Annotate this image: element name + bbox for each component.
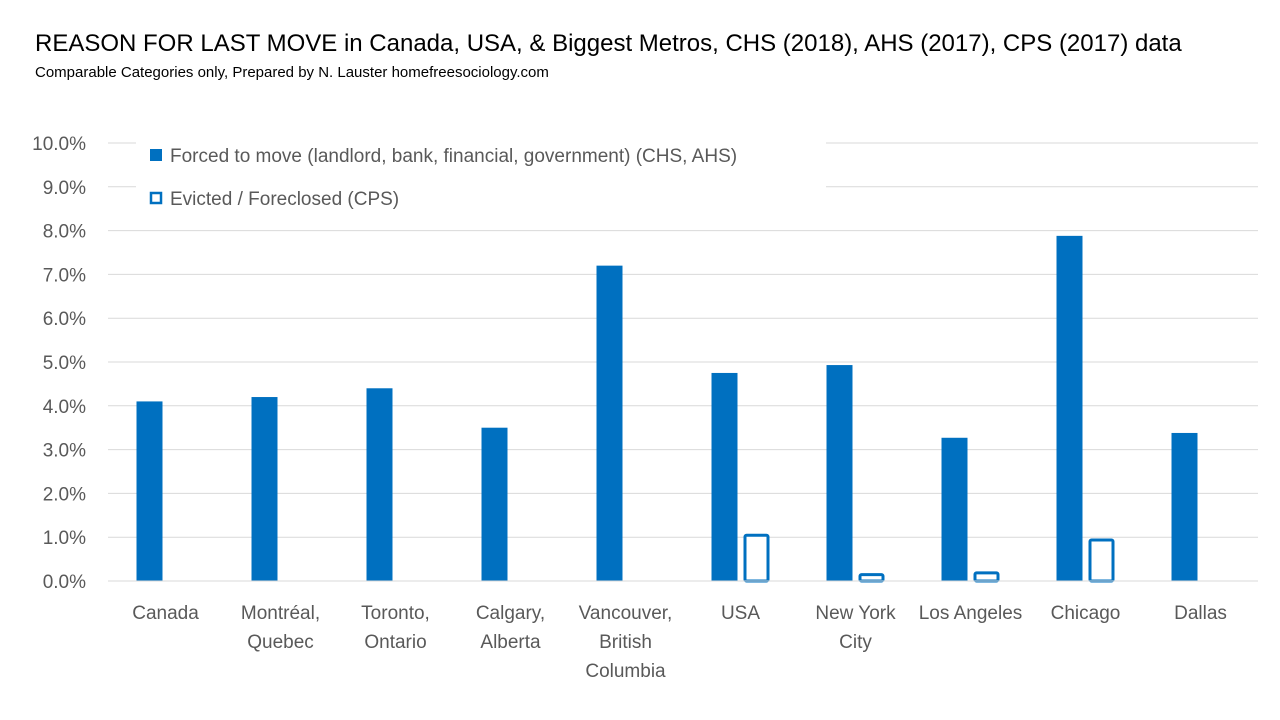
legend-label: Forced to move (landlord, bank, financia…: [170, 146, 737, 167]
x-tick-label: Calgary, Alberta: [476, 603, 545, 653]
y-tick-label: 10.0%: [32, 134, 86, 155]
chart-title: REASON FOR LAST MOVE in Canada, USA, & B…: [35, 30, 1182, 57]
bar-forced-to-move: [711, 372, 738, 581]
x-tick-label: Montréal, Quebec: [241, 603, 320, 653]
y-tick-label: 0.0%: [43, 572, 86, 593]
legend-background: [136, 136, 826, 220]
x-tick-label: Canada: [132, 603, 199, 624]
bar-forced-to-move: [1056, 235, 1083, 581]
bar-forced-to-move: [941, 437, 968, 581]
bar-evicted-foreclosed: [858, 573, 885, 583]
x-tick-label: Vancouver, British Columbia: [579, 603, 673, 682]
legend-marker-filled: [150, 149, 162, 161]
y-tick-label: 6.0%: [43, 309, 86, 330]
bar-evicted-foreclosed: [973, 571, 1000, 583]
y-tick-label: 3.0%: [43, 441, 86, 462]
bar-forced-to-move: [826, 365, 853, 581]
x-tick-label: Los Angeles: [919, 603, 1023, 624]
bar-forced-to-move: [1171, 432, 1198, 581]
bar-forced-to-move: [136, 401, 163, 581]
bar-forced-to-move: [596, 265, 623, 581]
x-tick-label: USA: [721, 603, 760, 624]
bar-forced-to-move: [251, 397, 278, 581]
y-tick-label: 2.0%: [43, 484, 86, 505]
x-tick-label: Dallas: [1174, 603, 1227, 624]
x-tick-label: New York City: [815, 603, 896, 653]
y-tick-label: 8.0%: [43, 222, 86, 243]
y-tick-label: 9.0%: [43, 178, 86, 199]
y-tick-label: 5.0%: [43, 353, 86, 374]
bar-evicted-foreclosed: [743, 533, 770, 583]
bar-forced-to-move: [481, 427, 508, 581]
x-tick-label: Chicago: [1051, 603, 1121, 624]
bar-evicted-foreclosed: [1088, 538, 1115, 583]
x-tick-label: Toronto, Ontario: [361, 603, 430, 653]
bar-forced-to-move: [366, 388, 393, 581]
chart-subtitle: Comparable Categories only, Prepared by …: [35, 64, 549, 81]
y-tick-label: 1.0%: [43, 528, 86, 549]
legend-label: Evicted / Foreclosed (CPS): [170, 189, 399, 210]
legend-marker-outline: [149, 191, 163, 205]
y-tick-label: 7.0%: [43, 265, 86, 286]
y-tick-label: 4.0%: [43, 397, 86, 418]
